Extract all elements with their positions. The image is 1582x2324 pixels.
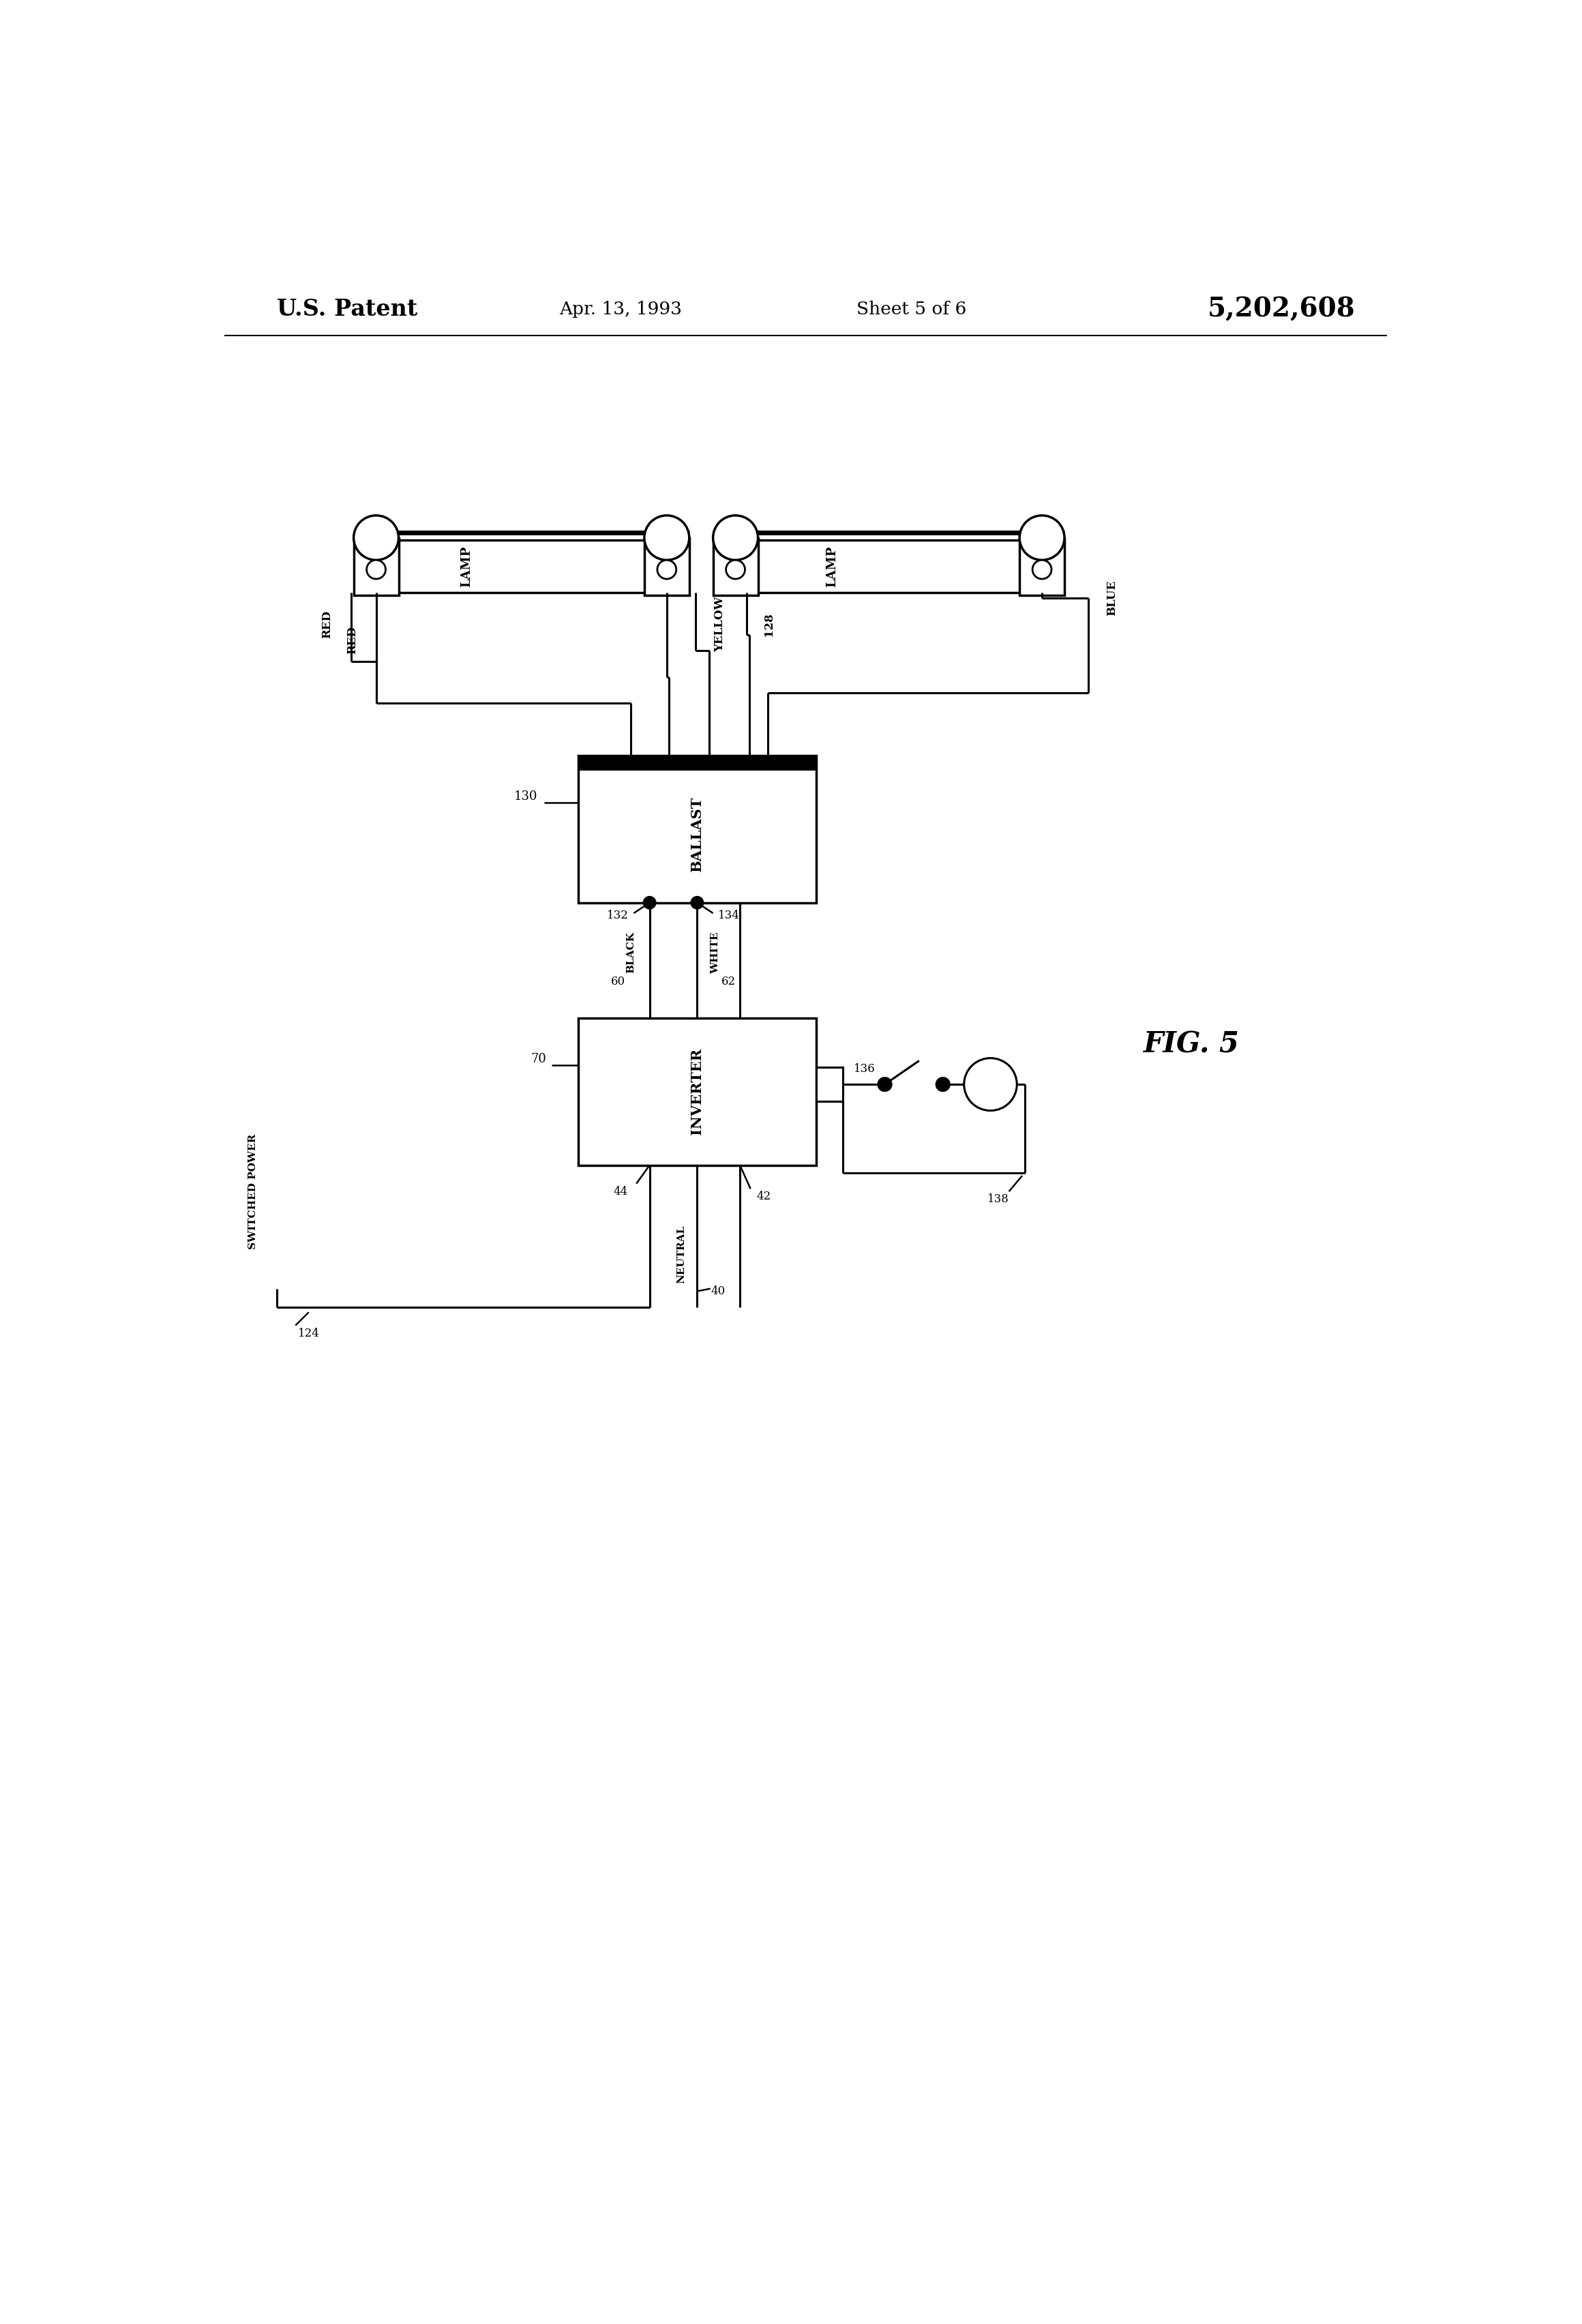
Text: 128: 128 xyxy=(763,614,775,637)
Circle shape xyxy=(657,560,676,579)
Text: 136: 136 xyxy=(854,1062,875,1074)
Circle shape xyxy=(367,560,386,579)
Text: 132: 132 xyxy=(607,911,628,923)
Bar xyxy=(715,541,1022,593)
Text: Sheet 5 of 6: Sheet 5 of 6 xyxy=(856,300,967,318)
Text: 138: 138 xyxy=(987,1195,1009,1206)
Text: 40: 40 xyxy=(710,1285,726,1297)
Text: 130: 130 xyxy=(514,790,538,804)
Bar xyxy=(816,1067,843,1102)
Text: RED: RED xyxy=(321,611,334,639)
Text: YELLOW: YELLOW xyxy=(713,597,726,653)
Circle shape xyxy=(963,1057,1017,1111)
Text: U.S. Patent: U.S. Patent xyxy=(277,297,418,321)
Text: 60: 60 xyxy=(611,976,625,988)
Text: 134: 134 xyxy=(718,911,740,923)
Text: FIG. 5: FIG. 5 xyxy=(1144,1030,1239,1060)
Text: NEUTRAL: NEUTRAL xyxy=(677,1225,687,1283)
Text: BLACK: BLACK xyxy=(626,932,636,974)
Text: 62: 62 xyxy=(721,976,736,988)
Text: SWITCHED POWER: SWITCHED POWER xyxy=(248,1134,258,1250)
Text: INVERTER: INVERTER xyxy=(690,1048,704,1134)
Text: BLUE: BLUE xyxy=(1106,581,1118,616)
Text: LAMP: LAMP xyxy=(826,546,838,588)
Text: BALLAST: BALLAST xyxy=(690,797,704,872)
Text: 42: 42 xyxy=(756,1190,770,1202)
Bar xyxy=(713,537,758,595)
Circle shape xyxy=(1033,560,1052,579)
Text: Apr. 13, 1993: Apr. 13, 1993 xyxy=(558,300,682,318)
Bar xyxy=(579,1018,816,1164)
Circle shape xyxy=(644,897,657,909)
Circle shape xyxy=(691,897,704,909)
Bar xyxy=(1019,537,1065,595)
Text: WHITE: WHITE xyxy=(710,932,720,974)
Text: 124: 124 xyxy=(297,1327,320,1339)
Circle shape xyxy=(1019,516,1065,560)
Bar xyxy=(354,537,399,595)
Text: 5,202,608: 5,202,608 xyxy=(1207,297,1356,323)
Circle shape xyxy=(878,1078,892,1092)
Circle shape xyxy=(644,516,690,560)
Bar xyxy=(356,541,647,593)
Bar xyxy=(579,755,816,902)
Text: RED: RED xyxy=(346,625,358,653)
Text: 70: 70 xyxy=(532,1053,546,1064)
Circle shape xyxy=(726,560,745,579)
Circle shape xyxy=(354,516,399,560)
Bar xyxy=(644,537,690,595)
Bar xyxy=(579,755,816,769)
Text: LAMP: LAMP xyxy=(460,546,473,588)
Circle shape xyxy=(713,516,758,560)
Circle shape xyxy=(937,1078,949,1092)
Text: 44: 44 xyxy=(614,1185,628,1197)
